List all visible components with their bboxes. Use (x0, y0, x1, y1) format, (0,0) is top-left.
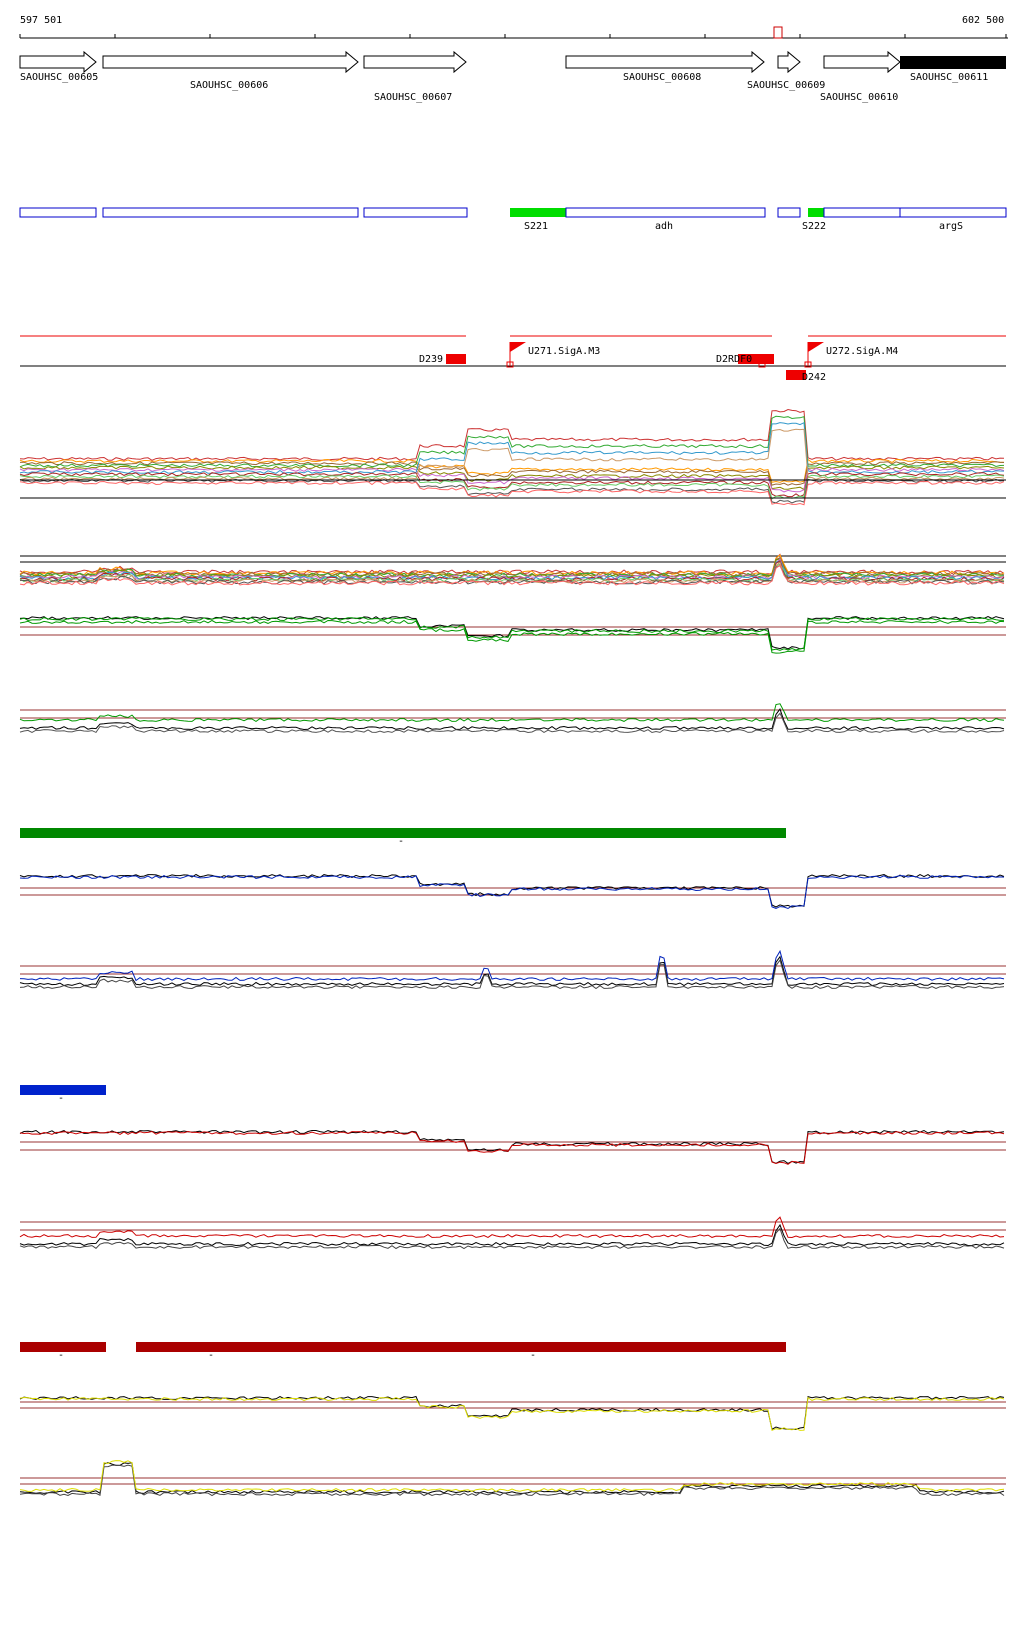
gene-arrow[interactable]: SAOUHSC_00609 (747, 50, 825, 91)
condition-bar-mark: - (398, 836, 404, 847)
gene-label: SAOUHSC_00605 (20, 72, 98, 83)
gene-arrow[interactable]: SAOUHSC_00607 (363, 50, 467, 103)
condition-bar-blue[interactable] (20, 1085, 106, 1095)
condition-bar-green[interactable] (20, 828, 786, 838)
condition-bars: - - - - - (20, 828, 786, 1361)
gene-label: SAOUHSC_00609 (747, 80, 825, 91)
profile-panel-yellow (19, 1395, 1006, 1431)
profile-panel-red (19, 1129, 1006, 1165)
coordinate-ruler: 597 501 602 500 (19, 15, 1008, 39)
condition-bar-darkred[interactable] (136, 1342, 786, 1352)
terminator-label: D242 (802, 372, 826, 383)
promoter-label: U272.SigA.M4 (826, 346, 898, 357)
gene-arrow[interactable]: SAOUHSC_00608 (565, 50, 765, 83)
gene-label: SAOUHSC_00611 (910, 72, 988, 83)
coordinate-end: 602 500 (962, 15, 1004, 26)
transcript-label: adh (655, 221, 673, 232)
terminator-label: D239 (419, 354, 443, 365)
segment-label: S222 (802, 221, 826, 232)
gene-label: SAOUHSC_00607 (374, 92, 452, 103)
gene-arrow[interactable]: SAOUHSC_00605 (19, 50, 98, 83)
profile-panel-multi (19, 408, 1006, 506)
transcript-track: S221 adh S222 argS (19, 207, 1007, 232)
gene-arrow[interactable]: SAOUHSC_00606 (102, 50, 359, 91)
regulatory-track: D239 D2RDF0 D242 U271.SigA.M3 U272.SigA.… (20, 335, 1006, 383)
condition-bar-darkred[interactable] (20, 1342, 106, 1352)
condition-bar-mark: - (58, 1093, 64, 1104)
profile-panel-multi (19, 553, 1006, 586)
terminator-label: D2RDF0 (716, 354, 752, 365)
profile-panel-yellow (19, 1460, 1006, 1497)
condition-bar-mark: - (58, 1350, 64, 1361)
gene-label: SAOUHSC_00610 (820, 92, 898, 103)
gene-label: SAOUHSC_00606 (190, 80, 268, 91)
gene-track: SAOUHSC_00605 SAOUHSC_00606 SAOUHSC_0060… (19, 26, 1006, 103)
profile-panel-red (19, 1216, 1006, 1250)
expression-profiles (19, 408, 1006, 1497)
promoter-flag-icon[interactable] (506, 342, 526, 368)
marker-icon (773, 26, 783, 39)
gene-label: SAOUHSC_00608 (623, 72, 701, 83)
profile-panel-green (19, 703, 1006, 734)
coordinate-start: 597 501 (20, 15, 62, 26)
profile-panel-blue (19, 949, 1006, 990)
condition-bar-mark: - (208, 1350, 214, 1361)
condition-bar-mark: - (530, 1350, 536, 1361)
gene-arrow[interactable]: SAOUHSC_00611 (900, 56, 1006, 83)
promoter-flag-icon[interactable] (804, 342, 824, 368)
profile-panel-green (19, 615, 1006, 654)
promoter-label: U271.SigA.M3 (528, 346, 600, 357)
segment-s221[interactable] (510, 208, 566, 217)
transcript-label: argS (939, 221, 963, 232)
terminator-d239[interactable] (446, 354, 466, 364)
terminator-d242[interactable] (786, 370, 806, 380)
gene-arrow[interactable]: SAOUHSC_00610 (820, 50, 901, 103)
terminator-d240[interactable] (738, 354, 774, 364)
segment-label: S221 (524, 221, 548, 232)
profile-panel-blue (19, 873, 1006, 910)
segment-s222[interactable] (808, 208, 824, 217)
